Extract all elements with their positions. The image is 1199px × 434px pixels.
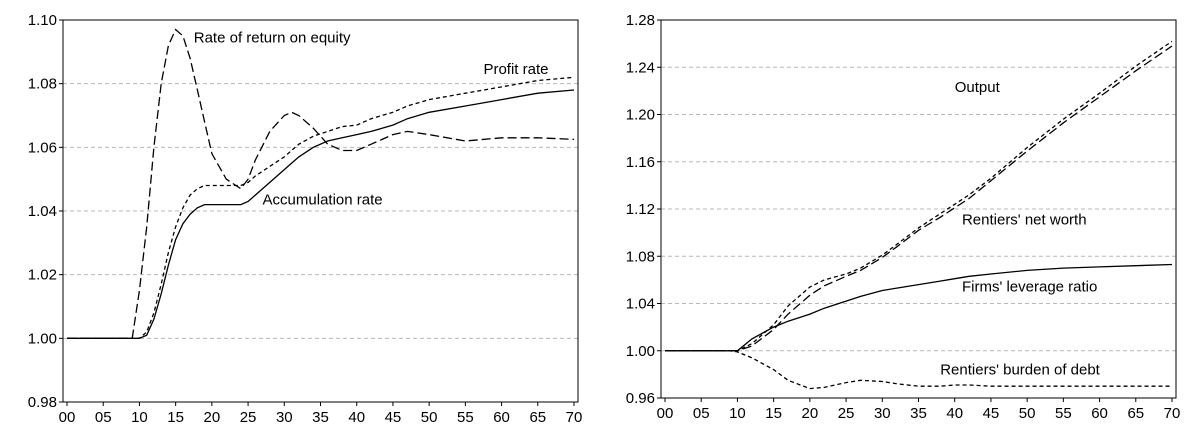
x-tick-label: 65 bbox=[529, 409, 546, 426]
y-tick-label: 1.02 bbox=[28, 267, 57, 284]
x-tick-label: 00 bbox=[59, 409, 76, 426]
x-tick-label: 10 bbox=[131, 409, 148, 426]
series-label: Rate of return on equity bbox=[194, 29, 351, 46]
y-tick-label: 1.06 bbox=[28, 139, 57, 156]
y-tick-label: 1.20 bbox=[626, 107, 655, 124]
y-tick-label: 0.96 bbox=[626, 390, 655, 407]
y-tick-label: 1.28 bbox=[626, 12, 655, 29]
x-tick-label: 65 bbox=[1127, 405, 1144, 422]
plot-frame bbox=[62, 19, 579, 403]
x-tick-label: 25 bbox=[838, 405, 855, 422]
x-tick-label: 55 bbox=[1055, 405, 1072, 422]
series-line-1 bbox=[67, 28, 575, 339]
x-tick-label: 45 bbox=[385, 409, 402, 426]
x-tick-label: 15 bbox=[167, 409, 184, 426]
series-line-3 bbox=[665, 263, 1173, 352]
x-tick-label: 20 bbox=[802, 405, 819, 422]
series-label: Rentiers' net worth bbox=[962, 211, 1087, 228]
series-label: Rentiers' burden of debt bbox=[940, 361, 1100, 378]
y-tick-label: 1.10 bbox=[28, 12, 57, 29]
x-tick-label: 10 bbox=[729, 405, 746, 422]
series-line-2 bbox=[665, 45, 1173, 352]
y-tick-label: 0.98 bbox=[28, 394, 57, 411]
x-tick-label: 70 bbox=[1164, 405, 1181, 422]
x-tick-label: 30 bbox=[276, 409, 293, 426]
series-line-4 bbox=[665, 350, 1172, 390]
x-tick-label: 20 bbox=[204, 409, 221, 426]
series-label: Accumulation rate bbox=[263, 192, 383, 209]
y-tick-label: 1.08 bbox=[626, 248, 655, 265]
series-label: Profit rate bbox=[483, 61, 548, 78]
x-tick-label: 45 bbox=[983, 405, 1000, 422]
series-line-1 bbox=[665, 40, 1173, 352]
x-tick-label: 35 bbox=[312, 409, 329, 426]
y-tick-label: 1.00 bbox=[28, 330, 57, 347]
x-tick-label: 60 bbox=[493, 409, 510, 426]
y-tick-label: 1.12 bbox=[626, 201, 655, 218]
x-tick-label: 30 bbox=[874, 405, 891, 422]
y-tick-label: 1.16 bbox=[626, 154, 655, 171]
x-tick-label: 40 bbox=[348, 409, 365, 426]
x-tick-label: 05 bbox=[693, 405, 710, 422]
chart-1: 0.98 1.00 1.02 1.04 1.06 1.08 1.10 00 05 10 15 20 25… bbox=[28, 12, 583, 426]
x-tick-label: 00 bbox=[657, 405, 674, 422]
series-label: Output bbox=[955, 79, 1001, 96]
x-tick-label: 25 bbox=[240, 409, 257, 426]
y-tick-label: 1.08 bbox=[28, 76, 57, 93]
y-tick-label: 1.04 bbox=[28, 203, 57, 220]
x-tick-label: 70 bbox=[566, 409, 583, 426]
y-tick-label: 1.24 bbox=[626, 59, 655, 76]
chart-2: 0.96 1.00 1.04 1.08 1.12 1.16 1.20 1.24 1.28 00 05… bbox=[626, 12, 1181, 422]
x-tick-label: 55 bbox=[457, 409, 474, 426]
series-label: Firms' leverage ratio bbox=[962, 279, 1097, 296]
x-tick-label: 60 bbox=[1091, 405, 1108, 422]
x-tick-label: 15 bbox=[765, 405, 782, 422]
x-tick-label: 50 bbox=[1019, 405, 1036, 422]
x-tick-label: 35 bbox=[910, 405, 927, 422]
y-tick-label: 1.04 bbox=[626, 296, 655, 313]
y-tick-label: 1.00 bbox=[626, 343, 655, 360]
x-tick-label: 50 bbox=[421, 409, 438, 426]
x-tick-label: 05 bbox=[95, 409, 112, 426]
plot-frame bbox=[660, 19, 1177, 399]
series-line-3 bbox=[67, 89, 575, 339]
x-tick-label: 40 bbox=[946, 405, 963, 422]
